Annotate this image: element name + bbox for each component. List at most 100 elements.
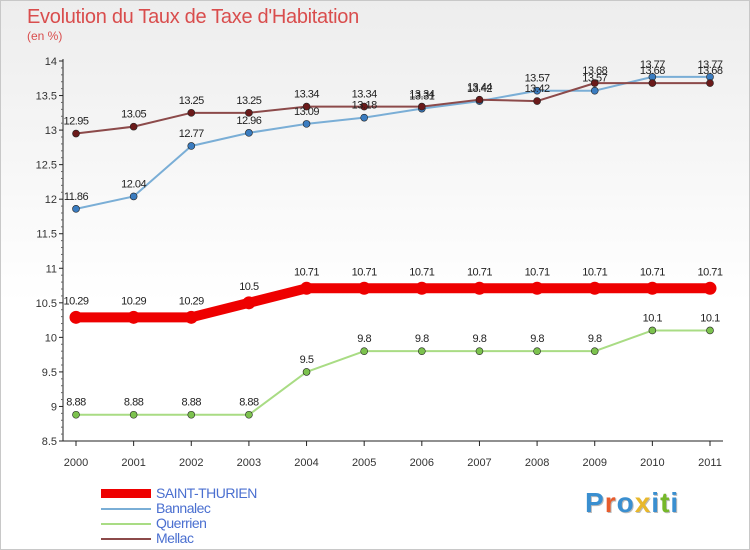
data-point-bannalec <box>245 129 253 137</box>
x-tick-label: 2007 <box>467 457 491 469</box>
data-point-saint-thurien <box>703 281 717 295</box>
data-label-saint-thurien: 10.71 <box>697 266 722 278</box>
brand-letter: i <box>670 487 680 518</box>
series-mellac <box>72 79 714 138</box>
legend-swatch-querrien <box>101 522 151 525</box>
data-label-saint-thurien: 10.71 <box>409 266 434 278</box>
chart-title: Evolution du Taux de Taxe d'Habitation <box>27 6 359 28</box>
data-label-querrien: 9.8 <box>357 333 371 345</box>
data-label-saint-thurien: 10.71 <box>467 266 492 278</box>
data-point-saint-thurien <box>357 281 371 295</box>
x-tick-label: 2009 <box>582 457 606 469</box>
data-point-saint-thurien <box>184 310 198 324</box>
data-point-querrien <box>533 347 541 355</box>
data-label-querrien: 9.8 <box>588 333 602 345</box>
data-label-mellac: 13.25 <box>236 95 261 107</box>
data-label-saint-thurien: 10.71 <box>640 266 665 278</box>
data-label-saint-thurien: 10.71 <box>582 266 607 278</box>
data-label-mellac: 13.34 <box>294 89 319 101</box>
y-tick-label: 9 <box>51 401 57 413</box>
data-point-bannalec <box>187 142 196 150</box>
legend-label: Mellac <box>156 530 194 546</box>
data-point-mellac <box>302 102 311 111</box>
data-point-querrien <box>360 347 368 355</box>
series-line-querrien <box>75 329 711 416</box>
data-label-bannalec: 12.77 <box>179 128 204 140</box>
series-line-saint-thurien <box>71 283 715 323</box>
data-label-saint-thurien: 10.71 <box>525 266 550 278</box>
data-point-saint-thurien <box>472 281 486 295</box>
data-label-mellac: 13.25 <box>179 95 204 107</box>
data-point-querrien <box>72 410 80 419</box>
data-point-querrien <box>245 410 253 419</box>
data-point-mellac <box>533 97 541 105</box>
brand-letter: x <box>634 487 652 518</box>
y-tick-label: 11 <box>46 263 57 275</box>
data-label-querrien: 10.1 <box>700 312 720 324</box>
data-point-querrien <box>590 347 599 355</box>
legend-label: SAINT-THURIEN <box>156 485 257 501</box>
x-tick-label: 2004 <box>294 457 318 469</box>
data-point-saint-thurien <box>300 281 314 295</box>
data-point-bannalec <box>533 86 541 95</box>
data-label-bannalec: 13.09 <box>294 106 319 118</box>
data-point-saint-thurien <box>69 310 83 324</box>
x-tick-label: 2003 <box>237 457 261 469</box>
data-point-saint-thurien <box>588 281 602 295</box>
legend-swatch-bannalec <box>101 507 151 510</box>
data-point-saint-thurien <box>127 310 141 324</box>
data-label-querrien: 8.88 <box>182 397 202 409</box>
x-tick-label: 2006 <box>410 457 434 469</box>
legend-item-mellac: Mellac <box>101 531 257 546</box>
data-label-bannalec: 13.18 <box>352 100 377 112</box>
data-point-mellac <box>187 109 196 117</box>
data-point-mellac <box>418 102 426 111</box>
data-label-querrien: 8.88 <box>66 397 86 409</box>
data-label-saint-thurien: 10.5 <box>239 281 259 293</box>
legend-item-saint-thurien: SAINT-THURIEN <box>101 486 257 501</box>
brand-letter: t <box>660 487 671 518</box>
data-label-mellac: 13.68 <box>582 65 607 77</box>
brand-letter: P <box>585 487 605 518</box>
data-label-saint-thurien: 10.29 <box>121 295 146 307</box>
data-label-mellac: 13.68 <box>697 65 722 77</box>
data-label-bannalec: 12.96 <box>236 115 261 127</box>
data-point-querrien <box>706 326 714 335</box>
data-label-bannalec: 12.04 <box>121 178 146 190</box>
x-tick-label: 2005 <box>352 457 376 469</box>
data-label-saint-thurien: 10.71 <box>352 266 377 278</box>
data-label-mellac: 13.34 <box>352 89 377 101</box>
chart-subtitle: (en %) <box>27 29 63 43</box>
data-label-querrien: 8.88 <box>124 397 144 409</box>
data-label-mellac: 13.42 <box>525 83 550 95</box>
data-label-bannalec: 13.31 <box>409 91 434 103</box>
data-label-saint-thurien: 10.29 <box>63 295 88 307</box>
data-point-mellac <box>475 95 484 104</box>
data-point-querrien <box>475 347 484 355</box>
x-tick-label: 2000 <box>64 457 88 469</box>
data-label-saint-thurien: 10.71 <box>294 266 319 278</box>
y-tick-label: 13.5 <box>36 91 57 103</box>
axes: 8.5 9 9.5 10 10.5 11 11.5 12 12.5 13 13.5 14 2000 200… <box>36 56 723 469</box>
data-point-mellac <box>245 109 253 117</box>
brand-logo: Proxiti <box>585 487 679 519</box>
x-tick-label: 2008 <box>525 457 549 469</box>
data-point-saint-thurien <box>242 296 256 310</box>
data-label-querrien: 9.8 <box>530 333 544 345</box>
data-point-bannalec <box>590 86 599 95</box>
data-point-mellac <box>590 79 599 87</box>
data-label-saint-thurien: 10.29 <box>179 295 204 307</box>
series-bannalec <box>72 73 714 213</box>
y-tick-label: 14 <box>45 56 57 68</box>
legend-label: Querrien <box>156 515 207 531</box>
series-line-bannalec <box>75 75 711 210</box>
data-point-bannalec <box>360 113 368 122</box>
data-point-mellac <box>72 129 80 138</box>
y-tick-label: 11.5 <box>36 229 57 241</box>
data-label-bannalec: 13.42 <box>467 83 492 95</box>
data-label-bannalec: 13.57 <box>525 73 550 85</box>
data-point-bannalec <box>129 192 138 201</box>
data-point-mellac <box>129 122 138 131</box>
y-tick-label: 9.5 <box>42 367 57 379</box>
